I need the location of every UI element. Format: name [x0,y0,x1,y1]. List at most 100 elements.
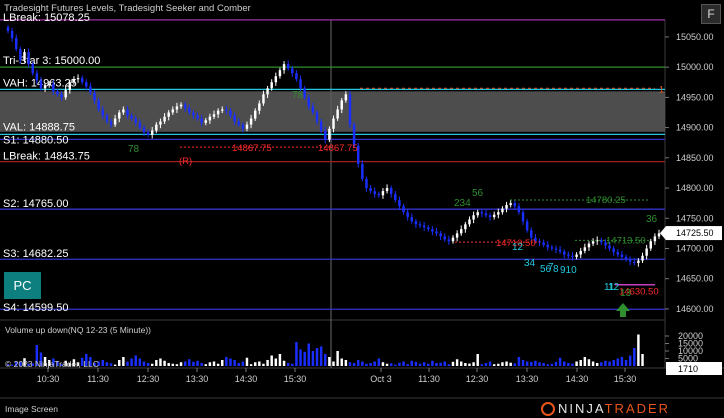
volume-bar [167,363,170,366]
candle-body [266,88,269,95]
volume-bar [286,363,290,366]
candle-body [188,108,191,113]
volume-bar [319,346,323,366]
setup-counter: 36 [646,214,658,225]
candle-body [587,243,591,248]
volume-bar [43,357,47,366]
volume-bar [451,361,455,366]
volume-bar [418,363,422,366]
volume-bar [633,348,636,366]
volume-bar [274,358,278,366]
volume-bar [558,357,562,366]
volume-bar [505,361,508,366]
volume-bar [406,364,409,366]
volume-bar [369,363,372,366]
annotations: 14867.75 14867.75 14780.25 14713.50 14710.50… [128,90,659,317]
time-tick-label: 11:30 [87,374,109,384]
candle-body [93,92,96,101]
candle-body [52,84,55,92]
candle-body [68,82,72,91]
brand-wordmark: NINJATRADER [558,401,670,416]
last-price-box [666,226,722,241]
volume-bar [258,361,261,366]
candle-body [233,115,236,122]
candle-body [23,52,26,60]
candle-body [142,127,146,133]
candle-body [550,247,554,249]
candle-body [208,116,212,121]
candle-body [464,224,467,230]
candle-body [542,242,545,245]
pc-button[interactable]: PC [4,272,41,299]
candle-body [451,237,455,242]
volume-bar [101,360,104,366]
candle-body [19,49,22,60]
time-tick-label: 12:30 [137,374,160,384]
volume-bar [550,363,554,366]
setup-counter: 34 [524,258,536,269]
candle-body [530,230,533,238]
candle-body [402,206,405,213]
up-arrow-icon [616,303,630,317]
candle-body [80,78,84,83]
volume-bar [64,360,67,366]
volume-bar [105,362,109,366]
candle-body [637,260,640,263]
candle-body [455,233,459,238]
candle-body [31,64,34,74]
time-axis[interactable]: 10:30 11:30 12:30 13:30 14:30 15:30 Oct 3 11:30… [37,368,637,384]
volume-bar [472,362,475,366]
candle-body [175,106,179,110]
candle-body [27,52,30,65]
volume-bar [324,354,327,366]
last-price-pointer [660,226,666,241]
candle-body [488,215,492,218]
candle-body [620,254,624,257]
price-annotation: 14867.75 [232,143,272,154]
volume-bar [352,363,356,366]
setup-counter: 78 [292,90,304,101]
setup-counter: 78 [128,144,140,155]
candle-body [563,251,566,255]
volume-bar [575,361,578,366]
float-toggle-button[interactable]: F [701,4,721,24]
price-axis[interactable]: 15050.00 15000.00 14950.00 14900.00 14850.00… [660,32,722,314]
volume-bar [253,362,257,366]
candle-body [237,121,240,125]
setup-counter: 13 [620,288,632,299]
volume-bar [196,360,199,366]
candle-body [47,84,51,86]
volume-bar [459,361,463,366]
candle-body [649,241,652,249]
last-price-label: 14725.50 [676,228,714,238]
candle-body [612,248,615,253]
candle-body [332,118,335,129]
volume-bar [414,361,418,366]
volume-bar [229,358,232,366]
candle-body [225,109,228,111]
volume-bar [476,354,479,366]
candle-body [501,208,504,213]
candle-body [89,86,92,93]
time-tick-label: Oct 3 [370,374,392,384]
candle-body [253,110,257,119]
price-tick-label: 14750.00 [676,213,714,223]
candle-body [15,38,18,50]
price-annotation: 14713.50 [606,235,646,246]
price-tick-label: 15000.00 [676,62,714,72]
volume-bar [192,361,195,366]
price-tick-label: 15050.00 [676,32,714,42]
volume-bar [68,363,72,366]
volume-bar [422,362,426,366]
candle-body [435,231,438,234]
candle-body [101,109,104,116]
time-tick-label: 14:30 [566,374,589,384]
volume-bar [52,358,55,366]
volume-bar [340,358,343,366]
candle-body [657,233,661,237]
volume-bar [591,361,595,366]
setup-counter: 7 [548,262,554,273]
candle-body [361,163,364,179]
